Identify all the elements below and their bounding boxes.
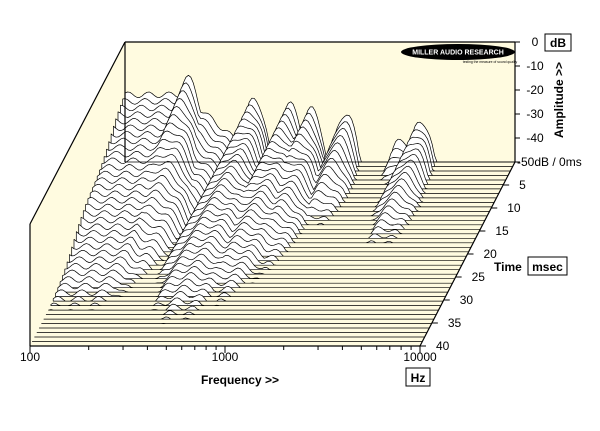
logo-name: MILLER AUDIO RESEARCH bbox=[412, 50, 504, 57]
z-tick-label: 25 bbox=[472, 270, 486, 284]
y-tick-label: 0 bbox=[532, 35, 539, 49]
waterfall-slice bbox=[50, 297, 442, 306]
x-axis-ticks: 100 1000 10000 bbox=[20, 346, 437, 364]
left-wall bbox=[30, 42, 125, 346]
x-tick-label: 1000 bbox=[212, 350, 239, 364]
y-tick-label: -40 bbox=[526, 131, 544, 145]
z-axis-title: Time bbox=[494, 260, 522, 274]
z-tick-label: 10 bbox=[507, 201, 521, 215]
waterfall-slice bbox=[52, 291, 444, 302]
waterfall-slice bbox=[69, 247, 460, 271]
y-tick-label: -30 bbox=[526, 107, 544, 121]
z-tick-label: 40 bbox=[436, 339, 450, 353]
waterfall-slice bbox=[92, 182, 483, 226]
x-unit: Hz bbox=[411, 371, 426, 385]
y-tick-label: -10 bbox=[526, 59, 544, 73]
waterfall-slice bbox=[43, 316, 435, 320]
logo-tagline: testing the measure of sound quality bbox=[463, 60, 518, 64]
waterfall-slice bbox=[73, 235, 465, 262]
x-tick-label: 100 bbox=[20, 350, 40, 364]
z-tick-label: 5 bbox=[519, 178, 526, 192]
z-tick-label: 20 bbox=[484, 247, 498, 261]
logo-badge bbox=[401, 44, 515, 60]
waterfall-slice bbox=[94, 175, 486, 221]
logo: MILLER AUDIO RESEARCH testing the measur… bbox=[401, 44, 518, 64]
waterfall-slice bbox=[75, 229, 467, 257]
z-unit: msec bbox=[532, 260, 563, 274]
y-tick-label: -50dB / 0ms bbox=[517, 155, 582, 169]
waterfall-slice bbox=[96, 167, 488, 217]
x-unit-box bbox=[405, 367, 431, 387]
waterfall-slice bbox=[48, 303, 439, 311]
y-axis-ticks: 0 -10 -20 -30 -40 -50dB / 0ms bbox=[515, 35, 582, 169]
y-unit-box bbox=[544, 33, 572, 52]
x-tick-label: 10000 bbox=[403, 350, 437, 364]
y-axis-title: Amplitude >> bbox=[552, 62, 566, 138]
waterfall-slice bbox=[71, 241, 463, 266]
z-tick-label: 15 bbox=[495, 224, 509, 238]
waterfall-slice bbox=[55, 284, 446, 297]
z-tick-label: 30 bbox=[460, 293, 474, 307]
z-tick-label: 35 bbox=[448, 316, 462, 330]
x-axis-title: Frequency >> bbox=[201, 373, 279, 387]
y-tick-label: -20 bbox=[526, 83, 544, 97]
z-unit-box bbox=[527, 256, 568, 276]
waterfall-slice bbox=[45, 310, 437, 315]
box-edges bbox=[29, 41, 516, 347]
waterfall-slice bbox=[59, 272, 451, 289]
y-unit: dB bbox=[550, 36, 566, 50]
waterfall-slice bbox=[57, 278, 449, 293]
z-axis-ticks: 5 10 15 20 25 30 35 40 bbox=[420, 178, 526, 353]
